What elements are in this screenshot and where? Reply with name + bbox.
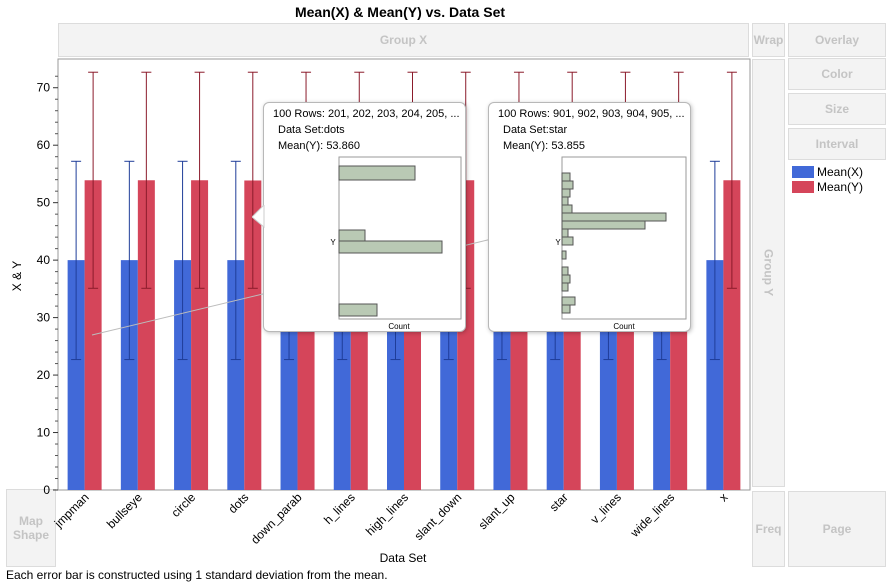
group-y-label: Group Y [761, 249, 776, 297]
group-y-zone[interactable]: Group Y [752, 59, 785, 487]
tooltip-hist-axis: Y [555, 238, 561, 247]
bar-mean-y-circle[interactable] [191, 180, 209, 490]
bar-mean-y-dots[interactable] [244, 180, 262, 490]
map-shape-zone[interactable]: Map Shape [6, 489, 56, 567]
tooltip-histogram: Y Count [330, 156, 462, 330]
overlay-label: Overlay [814, 33, 860, 47]
map-shape-label: Map Shape [12, 514, 49, 542]
overlay-zone[interactable]: Overlay [788, 23, 886, 57]
page-label: Page [822, 522, 852, 536]
y-tick-label: 40 [37, 253, 51, 267]
wrap-label: Wrap [753, 33, 784, 47]
x-tick-label: h_lines [321, 490, 358, 527]
size-label: Size [824, 102, 849, 116]
x-tick-label: wide_lines [627, 490, 677, 540]
tooltip-mean-value: 53.860 [326, 140, 360, 152]
tooltip-mean-value: 53.855 [551, 140, 585, 152]
bar-mean-x-x[interactable] [706, 260, 724, 490]
tooltip-mean-label: Mean(Y): [278, 140, 324, 152]
x-tick-label: high_lines [363, 490, 411, 538]
interval-zone[interactable]: Interval [788, 128, 886, 160]
bar-mean-y-bullseye[interactable] [137, 180, 155, 490]
freq-label: Freq [755, 522, 782, 536]
tooltip-hist-count: Count [388, 322, 410, 330]
tooltip-dataset-label: Data Set: [503, 124, 549, 136]
tooltip-dataset-value: dots [323, 124, 345, 136]
interval-label: Interval [815, 137, 859, 151]
footnote: Each error bar is constructed using 1 st… [6, 568, 388, 582]
x-tick-label: v_lines [588, 490, 624, 526]
page-zone[interactable]: Page [788, 491, 886, 567]
group-x-zone[interactable]: Group X [58, 23, 749, 57]
y-tick-label: 10 [37, 426, 51, 440]
x-tick-label: bullseye [104, 490, 145, 531]
wrap-zone[interactable]: Wrap [752, 23, 785, 57]
bar-mean-x-dots[interactable] [227, 260, 245, 490]
legend-item-mean-y[interactable]: Mean(Y) [792, 180, 863, 194]
tooltip-histogram: Y Count [555, 156, 687, 330]
x-tick-label: dots [225, 490, 251, 516]
color-zone[interactable]: Color [788, 58, 886, 90]
x-tick-label: jmpman [51, 490, 92, 531]
chart-title: Mean(X) & Mean(Y) vs. Data Set [294, 4, 506, 20]
x-tick-label: down_parab [248, 490, 305, 547]
x-axis-title: Data Set [380, 551, 427, 565]
legend-swatch-mean-y [792, 181, 814, 193]
y-axis-title: X & Y [10, 261, 24, 291]
y-tick-label: 30 [37, 311, 51, 325]
x-tick-label: x [716, 490, 730, 504]
tooltip-mean-label: Mean(Y): [503, 140, 549, 152]
legend-label-mean-x: Mean(X) [817, 165, 864, 179]
tooltip-dataset-label: Data Set: [278, 124, 324, 136]
size-zone[interactable]: Size [788, 93, 886, 125]
bar-mean-x-bullseye[interactable] [120, 260, 138, 490]
tooltip-dataset-value: star [548, 124, 568, 136]
legend-swatch-mean-x [792, 166, 814, 178]
x-tick-label: circle [168, 490, 198, 520]
x-tick-label: slant_up [476, 490, 518, 532]
group-x-label: Group X [379, 33, 428, 47]
y-tick-label: 50 [37, 196, 51, 210]
hover-tooltip-dots: 100 Rows: 201, 202, 203, 204, 205, ... D… [263, 102, 466, 332]
tooltip-hist-count: Count [613, 322, 635, 330]
hover-tooltip-star: 100 Rows: 901, 902, 903, 904, 905, ... D… [488, 102, 691, 332]
legend-label-mean-y: Mean(Y) [817, 180, 864, 194]
bar-mean-x-jmpman[interactable] [67, 260, 85, 490]
y-tick-label: 60 [37, 138, 51, 152]
y-tick-label: 0 [43, 483, 50, 497]
bar-mean-y-x[interactable] [723, 180, 741, 490]
legend-item-mean-x[interactable]: Mean(X) [792, 165, 863, 179]
tooltip-hist-axis: Y [330, 238, 336, 247]
y-tick-label: 70 [37, 81, 51, 95]
freq-zone[interactable]: Freq [752, 491, 785, 567]
y-tick-label: 20 [37, 368, 51, 382]
x-tick-label: star [547, 490, 571, 514]
color-label: Color [821, 67, 853, 81]
tooltip-rows: 100 Rows: 201, 202, 203, 204, 205, ... [273, 108, 460, 120]
bar-mean-x-circle[interactable] [174, 260, 192, 490]
tooltip-rows: 100 Rows: 901, 902, 903, 904, 905, ... [498, 108, 685, 120]
x-tick-label: slant_down [412, 490, 465, 543]
tooltip-arrow [252, 205, 265, 229]
